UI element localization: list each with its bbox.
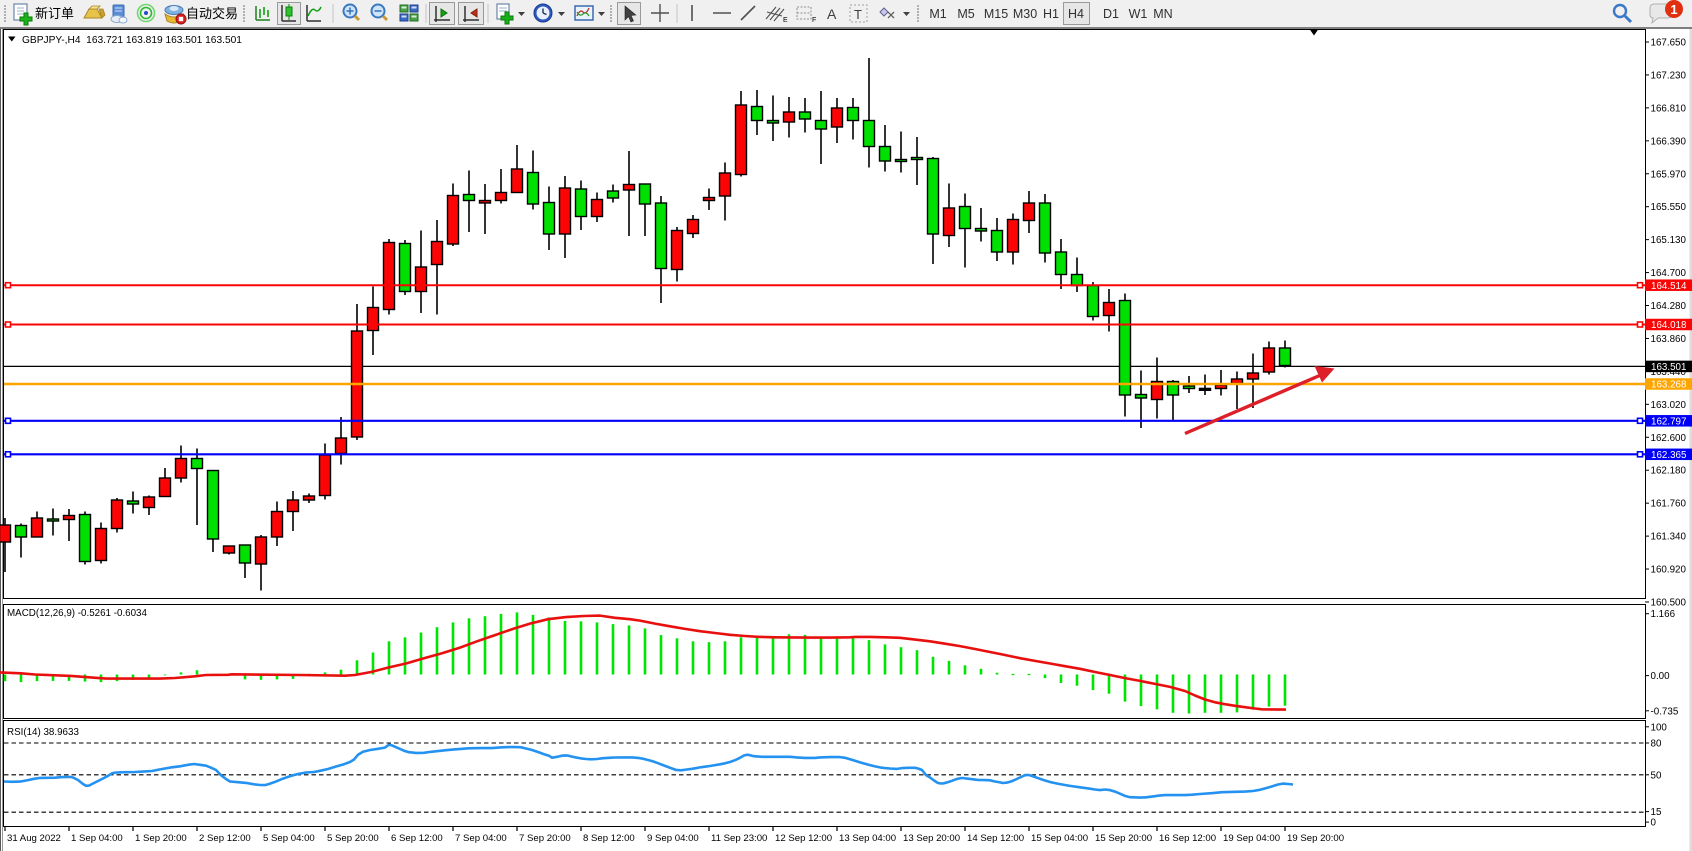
svg-text:166.810: 166.810 xyxy=(1651,103,1687,114)
svg-text:RSI(14) 38.9633: RSI(14) 38.9633 xyxy=(7,727,79,738)
svg-text:50: 50 xyxy=(1651,770,1662,781)
svg-text:19 Sep 20:00: 19 Sep 20:00 xyxy=(1287,833,1344,844)
svg-text:16 Sep 12:00: 16 Sep 12:00 xyxy=(1159,833,1216,844)
svg-text:M5: M5 xyxy=(957,7,974,21)
svg-text:12 Sep 12:00: 12 Sep 12:00 xyxy=(775,833,832,844)
svg-text:T: T xyxy=(854,7,862,22)
svg-text:5 Sep 04:00: 5 Sep 04:00 xyxy=(263,833,315,844)
svg-text:0: 0 xyxy=(1651,818,1657,829)
svg-text:162.797: 162.797 xyxy=(1651,416,1686,427)
svg-text:163.020: 163.020 xyxy=(1651,400,1687,411)
svg-text:M1: M1 xyxy=(929,7,946,21)
svg-text:100: 100 xyxy=(1651,722,1668,733)
svg-text:13 Sep 04:00: 13 Sep 04:00 xyxy=(839,833,896,844)
svg-text:167.650: 167.650 xyxy=(1651,38,1687,49)
svg-text:31 Aug 2022: 31 Aug 2022 xyxy=(7,833,61,844)
svg-text:14 Sep 12:00: 14 Sep 12:00 xyxy=(967,833,1024,844)
svg-text:7 Sep 04:00: 7 Sep 04:00 xyxy=(455,833,507,844)
svg-text:D1: D1 xyxy=(1103,7,1119,21)
svg-text:162.600: 162.600 xyxy=(1651,433,1687,444)
svg-text:19 Sep 04:00: 19 Sep 04:00 xyxy=(1223,833,1280,844)
svg-text:164.514: 164.514 xyxy=(1651,281,1687,292)
svg-text:163.860: 163.860 xyxy=(1651,334,1687,345)
svg-text:1: 1 xyxy=(1670,2,1677,17)
svg-text:164.700: 164.700 xyxy=(1651,268,1687,279)
svg-text:新订单: 新订单 xyxy=(35,6,74,21)
svg-text:15: 15 xyxy=(1651,807,1662,818)
svg-text:167.230: 167.230 xyxy=(1651,70,1687,81)
svg-text:5 Sep 20:00: 5 Sep 20:00 xyxy=(327,833,379,844)
svg-text:13 Sep 20:00: 13 Sep 20:00 xyxy=(903,833,960,844)
svg-text:0.00: 0.00 xyxy=(1651,671,1671,682)
svg-text:MN: MN xyxy=(1153,7,1172,21)
svg-text:165.550: 165.550 xyxy=(1651,202,1687,213)
svg-text:H1: H1 xyxy=(1043,7,1059,21)
svg-text:160.500: 160.500 xyxy=(1651,597,1687,608)
svg-text:M15: M15 xyxy=(984,7,1008,21)
svg-text:M30: M30 xyxy=(1013,7,1037,21)
svg-text:GBPJPY-,H4 163.721 163.819 16: GBPJPY-,H4 163.721 163.819 163.501 163.5… xyxy=(22,35,242,46)
svg-text:自动交易: 自动交易 xyxy=(186,6,238,21)
svg-text:166.390: 166.390 xyxy=(1651,136,1687,147)
svg-text:1 Sep 20:00: 1 Sep 20:00 xyxy=(135,833,187,844)
svg-text:163.501: 163.501 xyxy=(1651,362,1686,373)
svg-text:H4: H4 xyxy=(1068,7,1084,21)
svg-text:15 Sep 04:00: 15 Sep 04:00 xyxy=(1031,833,1088,844)
svg-text:W1: W1 xyxy=(1129,7,1148,21)
svg-text:162.180: 162.180 xyxy=(1651,466,1687,477)
svg-text:8 Sep 12:00: 8 Sep 12:00 xyxy=(583,833,635,844)
svg-text:161.340: 161.340 xyxy=(1651,532,1687,543)
svg-text:163.268: 163.268 xyxy=(1651,380,1687,391)
svg-text:164.280: 164.280 xyxy=(1651,301,1687,312)
svg-text:6 Sep 12:00: 6 Sep 12:00 xyxy=(391,833,443,844)
svg-text:80: 80 xyxy=(1651,739,1662,750)
svg-text:2 Sep 12:00: 2 Sep 12:00 xyxy=(199,833,251,844)
svg-text:1.166: 1.166 xyxy=(1651,609,1676,620)
svg-text:1 Sep 04:00: 1 Sep 04:00 xyxy=(71,833,123,844)
svg-text:7 Sep 20:00: 7 Sep 20:00 xyxy=(519,833,571,844)
svg-text:-0.735: -0.735 xyxy=(1651,706,1679,717)
svg-text:MACD(12,26,9) -0.5261 -0.6034: MACD(12,26,9) -0.5261 -0.6034 xyxy=(7,608,148,619)
svg-text:E: E xyxy=(783,17,788,24)
svg-text:160.920: 160.920 xyxy=(1651,565,1687,576)
svg-text:9 Sep 04:00: 9 Sep 04:00 xyxy=(647,833,699,844)
svg-text:11 Sep 23:00: 11 Sep 23:00 xyxy=(711,833,767,844)
svg-text:162.365: 162.365 xyxy=(1651,450,1687,461)
svg-text:163.440: 163.440 xyxy=(1651,367,1687,378)
svg-text:A: A xyxy=(827,6,837,22)
svg-text:15 Sep 20:00: 15 Sep 20:00 xyxy=(1095,833,1152,844)
svg-text:165.970: 165.970 xyxy=(1651,169,1687,180)
svg-text:F: F xyxy=(812,17,816,24)
svg-text:165.130: 165.130 xyxy=(1651,235,1687,246)
svg-text:164.018: 164.018 xyxy=(1651,320,1687,331)
svg-text:161.760: 161.760 xyxy=(1651,499,1687,510)
